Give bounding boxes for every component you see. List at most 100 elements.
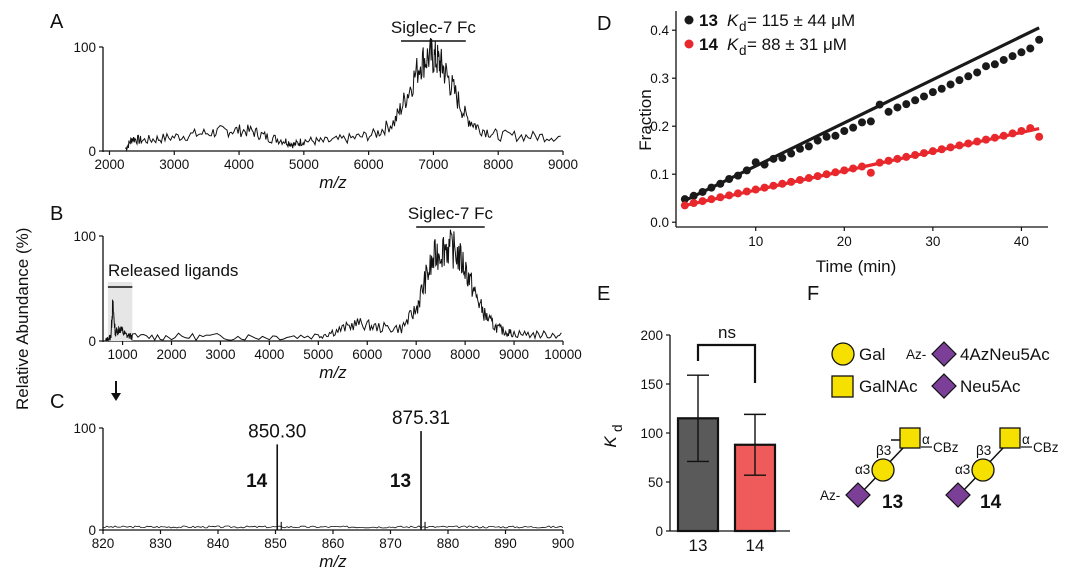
data-point bbox=[849, 123, 858, 132]
data-point bbox=[1017, 127, 1026, 135]
data-point bbox=[716, 193, 725, 202]
y-tick-label: 0.2 bbox=[650, 119, 669, 134]
data-point bbox=[999, 131, 1008, 140]
data-point bbox=[937, 84, 946, 93]
y-tick-label: 0 bbox=[88, 334, 96, 349]
baseline-trace bbox=[102, 525, 564, 529]
data-point bbox=[680, 201, 689, 210]
data-point bbox=[725, 191, 734, 200]
panel-c-spectrum: 0 100 820 830 840 850 860 870 880 890 900 m/z 850.30… bbox=[73, 408, 574, 571]
data-point bbox=[716, 179, 725, 188]
x-tick-label: 3000 bbox=[205, 347, 235, 362]
data-point bbox=[698, 187, 707, 196]
legend-marker bbox=[684, 15, 694, 25]
x-tick-label: 30 bbox=[925, 234, 940, 249]
annotation-label: Siglec-7 Fc bbox=[391, 18, 477, 37]
data-point bbox=[946, 143, 955, 152]
data-point bbox=[911, 96, 920, 105]
x-tick-label: 840 bbox=[207, 536, 230, 551]
data-point bbox=[955, 76, 964, 85]
data-point bbox=[884, 156, 893, 165]
data-point bbox=[866, 168, 875, 177]
down-arrow-icon bbox=[111, 381, 121, 401]
y-tick-label: 0.4 bbox=[650, 23, 669, 38]
data-point bbox=[920, 149, 928, 158]
data-point bbox=[999, 55, 1008, 64]
x-tick-label: 6000 bbox=[352, 347, 382, 362]
y-tick-label: 0 bbox=[88, 144, 96, 159]
linkage-a-13: α bbox=[922, 432, 930, 447]
y-tick-label: 150 bbox=[640, 377, 663, 392]
panel-b-spectrum: 0 100 1000 2000 3000 4000 5000 6000 7000 8000 9000… bbox=[73, 204, 581, 382]
data-point bbox=[937, 145, 946, 154]
data-point bbox=[840, 127, 849, 135]
data-point bbox=[689, 199, 698, 207]
data-point bbox=[911, 151, 920, 159]
data-point bbox=[875, 158, 884, 167]
data-point bbox=[1008, 52, 1017, 61]
legend-k-subscript: d bbox=[739, 43, 747, 58]
x-tick-label: 2000 bbox=[94, 157, 124, 172]
x-tick-label: 900 bbox=[552, 536, 575, 551]
y-tick-label: 0.1 bbox=[650, 167, 669, 182]
data-point bbox=[725, 175, 734, 183]
y-tick-label: 100 bbox=[73, 421, 96, 436]
released-ligands-label: Released ligands bbox=[108, 261, 238, 280]
neu5ac-symbol-icon bbox=[945, 482, 971, 508]
gal-symbol-icon bbox=[831, 342, 855, 366]
legend-k-label: K bbox=[727, 35, 739, 54]
x-tick-label: 10000 bbox=[544, 347, 582, 362]
x-tick-label: 10 bbox=[748, 234, 763, 249]
linkage-b3-14: β3 bbox=[976, 443, 991, 458]
gal-symbol-icon bbox=[871, 458, 895, 482]
x-tick-label: 5000 bbox=[289, 157, 319, 172]
x-tick-label: 6000 bbox=[354, 157, 384, 172]
data-point bbox=[946, 80, 955, 89]
compound-13-label: 13 bbox=[882, 492, 903, 513]
data-point bbox=[831, 168, 840, 177]
x-tick-label: 20 bbox=[837, 234, 852, 249]
data-point bbox=[680, 195, 689, 204]
data-point bbox=[982, 135, 990, 144]
data-point bbox=[769, 154, 778, 163]
x-tick-label: 860 bbox=[322, 536, 345, 551]
data-point bbox=[893, 154, 902, 163]
data-point bbox=[734, 171, 742, 180]
data-point bbox=[928, 88, 937, 97]
y-tick-label: 0 bbox=[655, 524, 663, 539]
panel-d-scatter: 0.0 0.1 0.2 0.3 0.4 10 20 30 40 Time (min) Fractio… bbox=[636, 11, 1048, 276]
data-point bbox=[796, 175, 804, 184]
x-tick-label: 4000 bbox=[254, 347, 284, 362]
x-tick-label: 8000 bbox=[450, 347, 480, 362]
panel-label-a: A bbox=[50, 11, 64, 33]
peak-mass-label: 875.31 bbox=[392, 408, 450, 429]
x-tick-label: 13 bbox=[689, 536, 708, 555]
x-tick-label: 820 bbox=[92, 536, 115, 551]
data-point bbox=[804, 174, 813, 183]
y-tick-label: 0.3 bbox=[650, 71, 669, 86]
data-point bbox=[796, 144, 804, 153]
data-point bbox=[689, 191, 698, 200]
data-point bbox=[920, 92, 928, 101]
legend-neu-label: Neu5Ac bbox=[960, 377, 1021, 396]
data-point bbox=[778, 179, 787, 188]
legend-series-name: 14 bbox=[699, 35, 718, 54]
panel-f-legend: Gal Az- 4AzNeu5Ac GalNAc Neu5Ac bbox=[831, 341, 1050, 399]
data-point bbox=[866, 117, 875, 126]
azneu5ac-symbol-icon bbox=[845, 482, 871, 508]
x-tick-label: 830 bbox=[149, 536, 172, 551]
data-point bbox=[707, 195, 716, 204]
linkage-a-14: α bbox=[1022, 432, 1030, 447]
galnac-symbol-icon bbox=[899, 427, 921, 449]
data-point bbox=[760, 160, 769, 169]
data-point bbox=[973, 68, 982, 77]
legend-marker bbox=[684, 39, 694, 49]
data-point bbox=[964, 139, 973, 148]
significance-label: ns bbox=[718, 323, 736, 342]
shared-y-axis-label: Relative Abundance (%) bbox=[13, 228, 32, 410]
data-point bbox=[955, 141, 964, 150]
structure-14: β3 α3 α CBz 14 bbox=[945, 427, 1059, 513]
y-tick-label: 100 bbox=[73, 40, 96, 55]
panel-label-d: D bbox=[597, 13, 611, 35]
